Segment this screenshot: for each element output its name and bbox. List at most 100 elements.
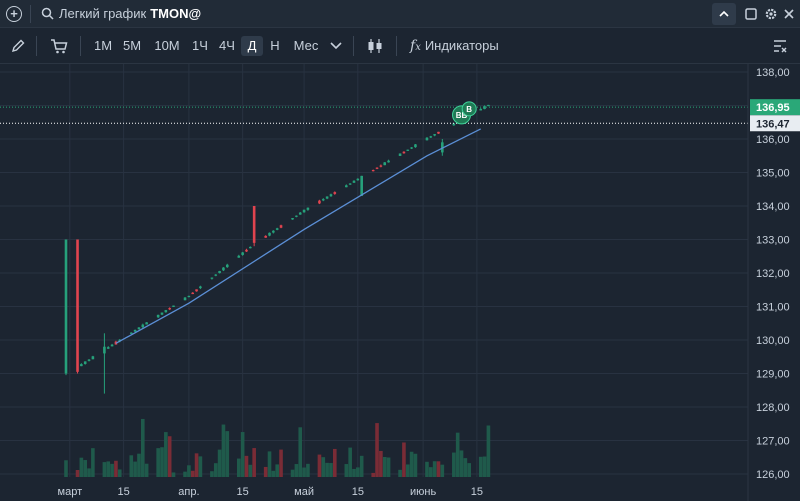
volume-bar <box>482 456 487 477</box>
candlestick-type-icon[interactable] <box>366 37 384 55</box>
time-tick-label: 15 <box>352 486 364 498</box>
timeframe-week[interactable]: Н <box>270 38 280 53</box>
price-tick-label: 133,00 <box>756 235 790 247</box>
price-tick-label: 132,00 <box>756 268 790 280</box>
candle-body <box>437 131 440 134</box>
timeframe-month[interactable]: Мес <box>293 38 319 53</box>
volume-bar <box>244 455 249 477</box>
volume-bar <box>183 471 187 477</box>
volume-bar <box>325 462 329 477</box>
volume-bar <box>359 455 364 477</box>
volume-bar <box>167 436 172 477</box>
gear-icon[interactable] <box>764 7 778 21</box>
volume-bar <box>375 423 379 477</box>
candle-body <box>76 239 79 372</box>
candle-body <box>145 322 148 325</box>
time-axis[interactable]: март 15 апр. 15 май 15 июнь 15 <box>58 486 483 498</box>
candle-body <box>218 270 221 274</box>
candle-body <box>452 123 456 126</box>
price-tick-label: 135,00 <box>756 168 790 180</box>
candle-body <box>187 295 191 298</box>
candle-body <box>83 361 87 364</box>
candle-body <box>379 165 383 167</box>
candle-body <box>214 274 218 276</box>
volume-bar <box>440 464 445 477</box>
maximize-icon[interactable] <box>744 7 758 21</box>
volume-bar <box>114 460 118 477</box>
indicators-button[interactable]: fx Индикаторы <box>410 36 499 56</box>
volume-bar <box>432 461 437 477</box>
timeframe-4h[interactable]: 4Ч <box>219 38 235 53</box>
volume-bar <box>371 472 375 477</box>
candle-body <box>333 192 337 194</box>
time-tick-label: май <box>294 486 314 498</box>
volume-bar <box>459 450 464 477</box>
candle-body <box>295 215 298 217</box>
candle-body <box>375 167 379 169</box>
candle-body <box>103 346 106 354</box>
clear-drawings-icon[interactable] <box>772 38 788 54</box>
candle-body <box>298 212 302 215</box>
volume-bar <box>425 461 429 477</box>
volume-bar <box>455 432 460 477</box>
volume-bar <box>87 468 91 477</box>
candle-body <box>172 305 175 307</box>
price-axis[interactable]: 138,00137,00136,00135,00134,00133,00132,… <box>750 67 800 481</box>
timeframe-5m[interactable]: 5М <box>122 38 142 53</box>
timeframe-1h[interactable]: 1Ч <box>192 38 208 53</box>
volume-bar <box>463 458 468 477</box>
collapse-button[interactable] <box>712 3 736 25</box>
candles <box>64 104 490 394</box>
volume-bar <box>275 464 279 477</box>
timeframe-10m[interactable]: 10М <box>154 38 180 53</box>
candle-body <box>129 332 133 334</box>
fx-icon: fx <box>410 38 421 54</box>
candle-body <box>371 170 375 172</box>
volume-bar <box>321 457 326 477</box>
candle-body <box>414 144 417 148</box>
volume-bar <box>110 463 114 477</box>
pencil-icon[interactable] <box>10 38 26 54</box>
candle-body <box>429 136 433 138</box>
chart-canvas[interactable]: BBB 138,00137,00136,00135,00134,00133,00… <box>0 64 800 501</box>
candle-body <box>133 329 137 332</box>
candle-body <box>279 225 283 228</box>
candle-body <box>410 147 413 149</box>
volume-bar <box>164 432 168 477</box>
last-price-badge <box>750 99 800 116</box>
trade-marker[interactable] <box>461 101 477 117</box>
volume-bar <box>221 424 226 477</box>
search-icon[interactable] <box>41 7 54 20</box>
candle-body <box>275 228 279 230</box>
close-icon[interactable] <box>782 7 796 21</box>
volume-bar <box>102 462 107 477</box>
instrument-selector[interactable]: Легкий график TMON@ <box>59 6 201 21</box>
candle-body <box>345 185 348 188</box>
time-tick-label: 15 <box>471 486 483 498</box>
volume-bar <box>298 427 303 477</box>
volume-bar <box>478 456 483 477</box>
cart-icon[interactable] <box>50 38 68 54</box>
volume-bar <box>144 463 149 477</box>
price-tick-label: 136,00 <box>756 134 790 146</box>
price-chart[interactable]: BBB 138,00137,00136,00135,00134,00133,00… <box>0 64 800 501</box>
add-widget-icon[interactable]: + <box>6 6 22 22</box>
volume-bar <box>290 469 295 477</box>
chevron-up-icon <box>719 10 729 17</box>
time-tick-label: июнь <box>410 486 436 498</box>
toolbar-divider <box>80 36 81 56</box>
candle-body <box>210 277 214 279</box>
volume-bar <box>413 453 418 477</box>
trade-markers[interactable]: BBB <box>452 101 477 125</box>
prev-price-label: 136,47 <box>756 118 790 130</box>
chevron-down-icon[interactable] <box>329 40 343 52</box>
volume-bar <box>137 453 141 477</box>
candle-body <box>406 149 410 151</box>
timeframe-day[interactable]: Д <box>241 36 263 56</box>
toolbar-divider <box>353 36 354 56</box>
timeframe-1m[interactable]: 1М <box>93 38 113 53</box>
volume-bar <box>156 448 160 477</box>
candle-body <box>398 153 402 156</box>
price-tick-label: 134,00 <box>756 201 790 213</box>
candle-body <box>137 327 141 330</box>
